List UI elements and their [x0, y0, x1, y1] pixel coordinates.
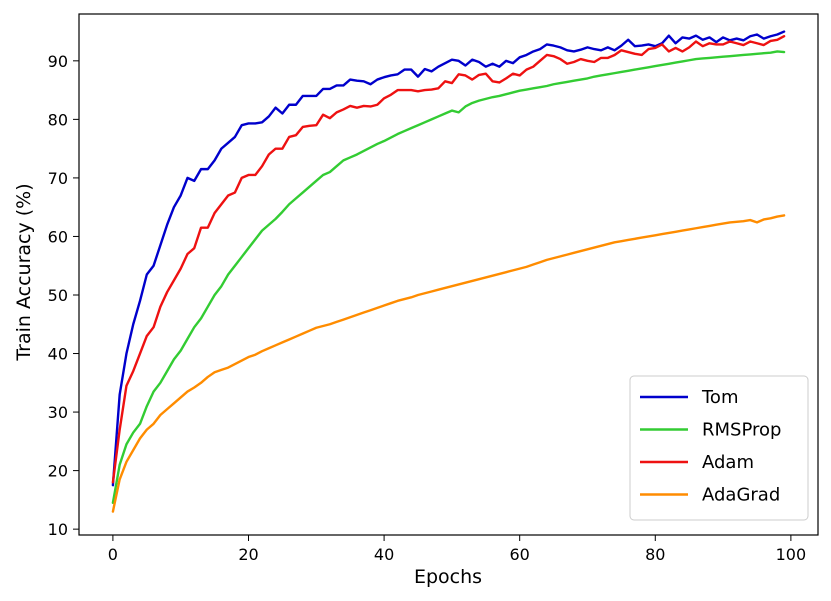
- x-tick-label: 60: [510, 545, 530, 564]
- legend: Tom RMSProp Adam AdaGrad: [629, 375, 809, 521]
- y-tick-label: 90: [48, 52, 68, 71]
- series-line-adagrad: [111, 214, 786, 513]
- x-tick-label: 40: [374, 545, 394, 564]
- x-axis: 0 20 40 60 80 100: [108, 535, 806, 564]
- x-tick-label: 20: [238, 545, 258, 564]
- y-tick-label: 70: [48, 169, 68, 188]
- legend-entries: Tom RMSProp Adam AdaGrad: [640, 387, 781, 506]
- legend-label-adagrad: AdaGrad: [702, 485, 780, 506]
- x-tick-label: 0: [108, 545, 118, 564]
- legend-box: [629, 375, 809, 521]
- y-axis-title: Train Accuracy (%): [13, 183, 35, 361]
- series-line-tom: [111, 30, 786, 487]
- y-tick-label: 10: [48, 520, 68, 539]
- y-tick-label: 20: [48, 462, 68, 481]
- y-tick-label: 50: [48, 286, 68, 305]
- x-axis-title: Epochs: [414, 566, 482, 588]
- x-tick-label: 80: [645, 545, 665, 564]
- legend-label-rmsprop: RMSProp: [702, 420, 781, 441]
- series-line-adam: [111, 35, 786, 484]
- x-tick-label: 100: [776, 545, 807, 564]
- y-tick-label: 30: [48, 403, 68, 422]
- y-tick-label: 60: [48, 227, 68, 246]
- y-tick-label: 80: [48, 110, 68, 129]
- y-tick-label: 40: [48, 345, 68, 364]
- series-line-rmsprop: [111, 50, 786, 504]
- series-lines: [111, 30, 786, 513]
- legend-label-adam: Adam: [702, 452, 754, 473]
- y-axis: 10 20 30 40 50 60 70 80 90: [48, 52, 79, 539]
- plot-frame: [78, 13, 819, 536]
- legend-label-tom: Tom: [701, 387, 738, 408]
